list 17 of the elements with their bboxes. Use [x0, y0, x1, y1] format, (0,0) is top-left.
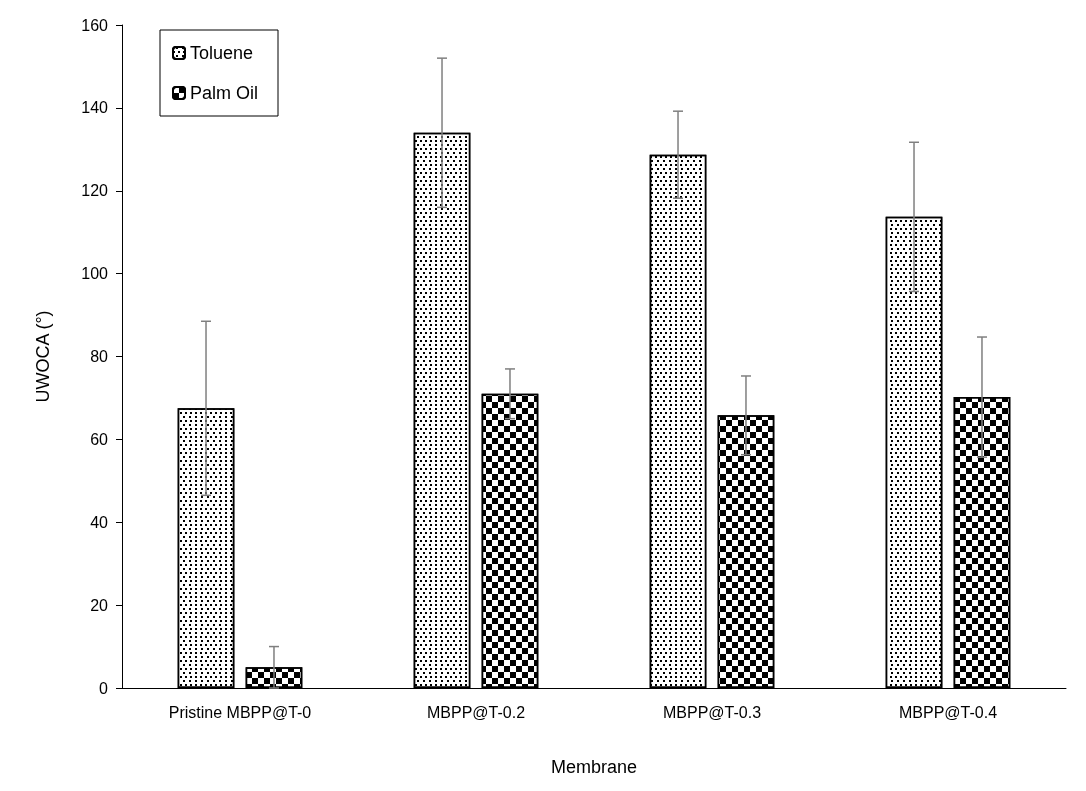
y-tick-label: 160 [81, 16, 109, 34]
y-tick-label: 140 [81, 99, 109, 117]
x-tick-label: MBPP@T-0.2 [426, 703, 526, 721]
y-tick-label: 100 [81, 265, 109, 283]
y-tick-label: 40 [90, 513, 109, 531]
legend-label: Toluene [190, 43, 254, 63]
y-tick-label: 60 [90, 430, 109, 448]
x-axis-title: Membrane [550, 757, 638, 777]
legend-label: Palm Oil [190, 83, 259, 103]
y-tick-label: 20 [90, 596, 109, 614]
y-tick-label: 0 [99, 679, 109, 697]
x-tick-label: MBPP@T-0.3 [662, 703, 762, 721]
x-tick-label: MBPP@T-0.4 [898, 703, 998, 721]
y-tick-label: 120 [81, 182, 109, 200]
y-axis-title: UWOCA (°) [33, 310, 53, 403]
y-tick-label: 80 [90, 348, 109, 365]
x-tick-label: Pristine MBPP@T-0 [168, 703, 312, 721]
